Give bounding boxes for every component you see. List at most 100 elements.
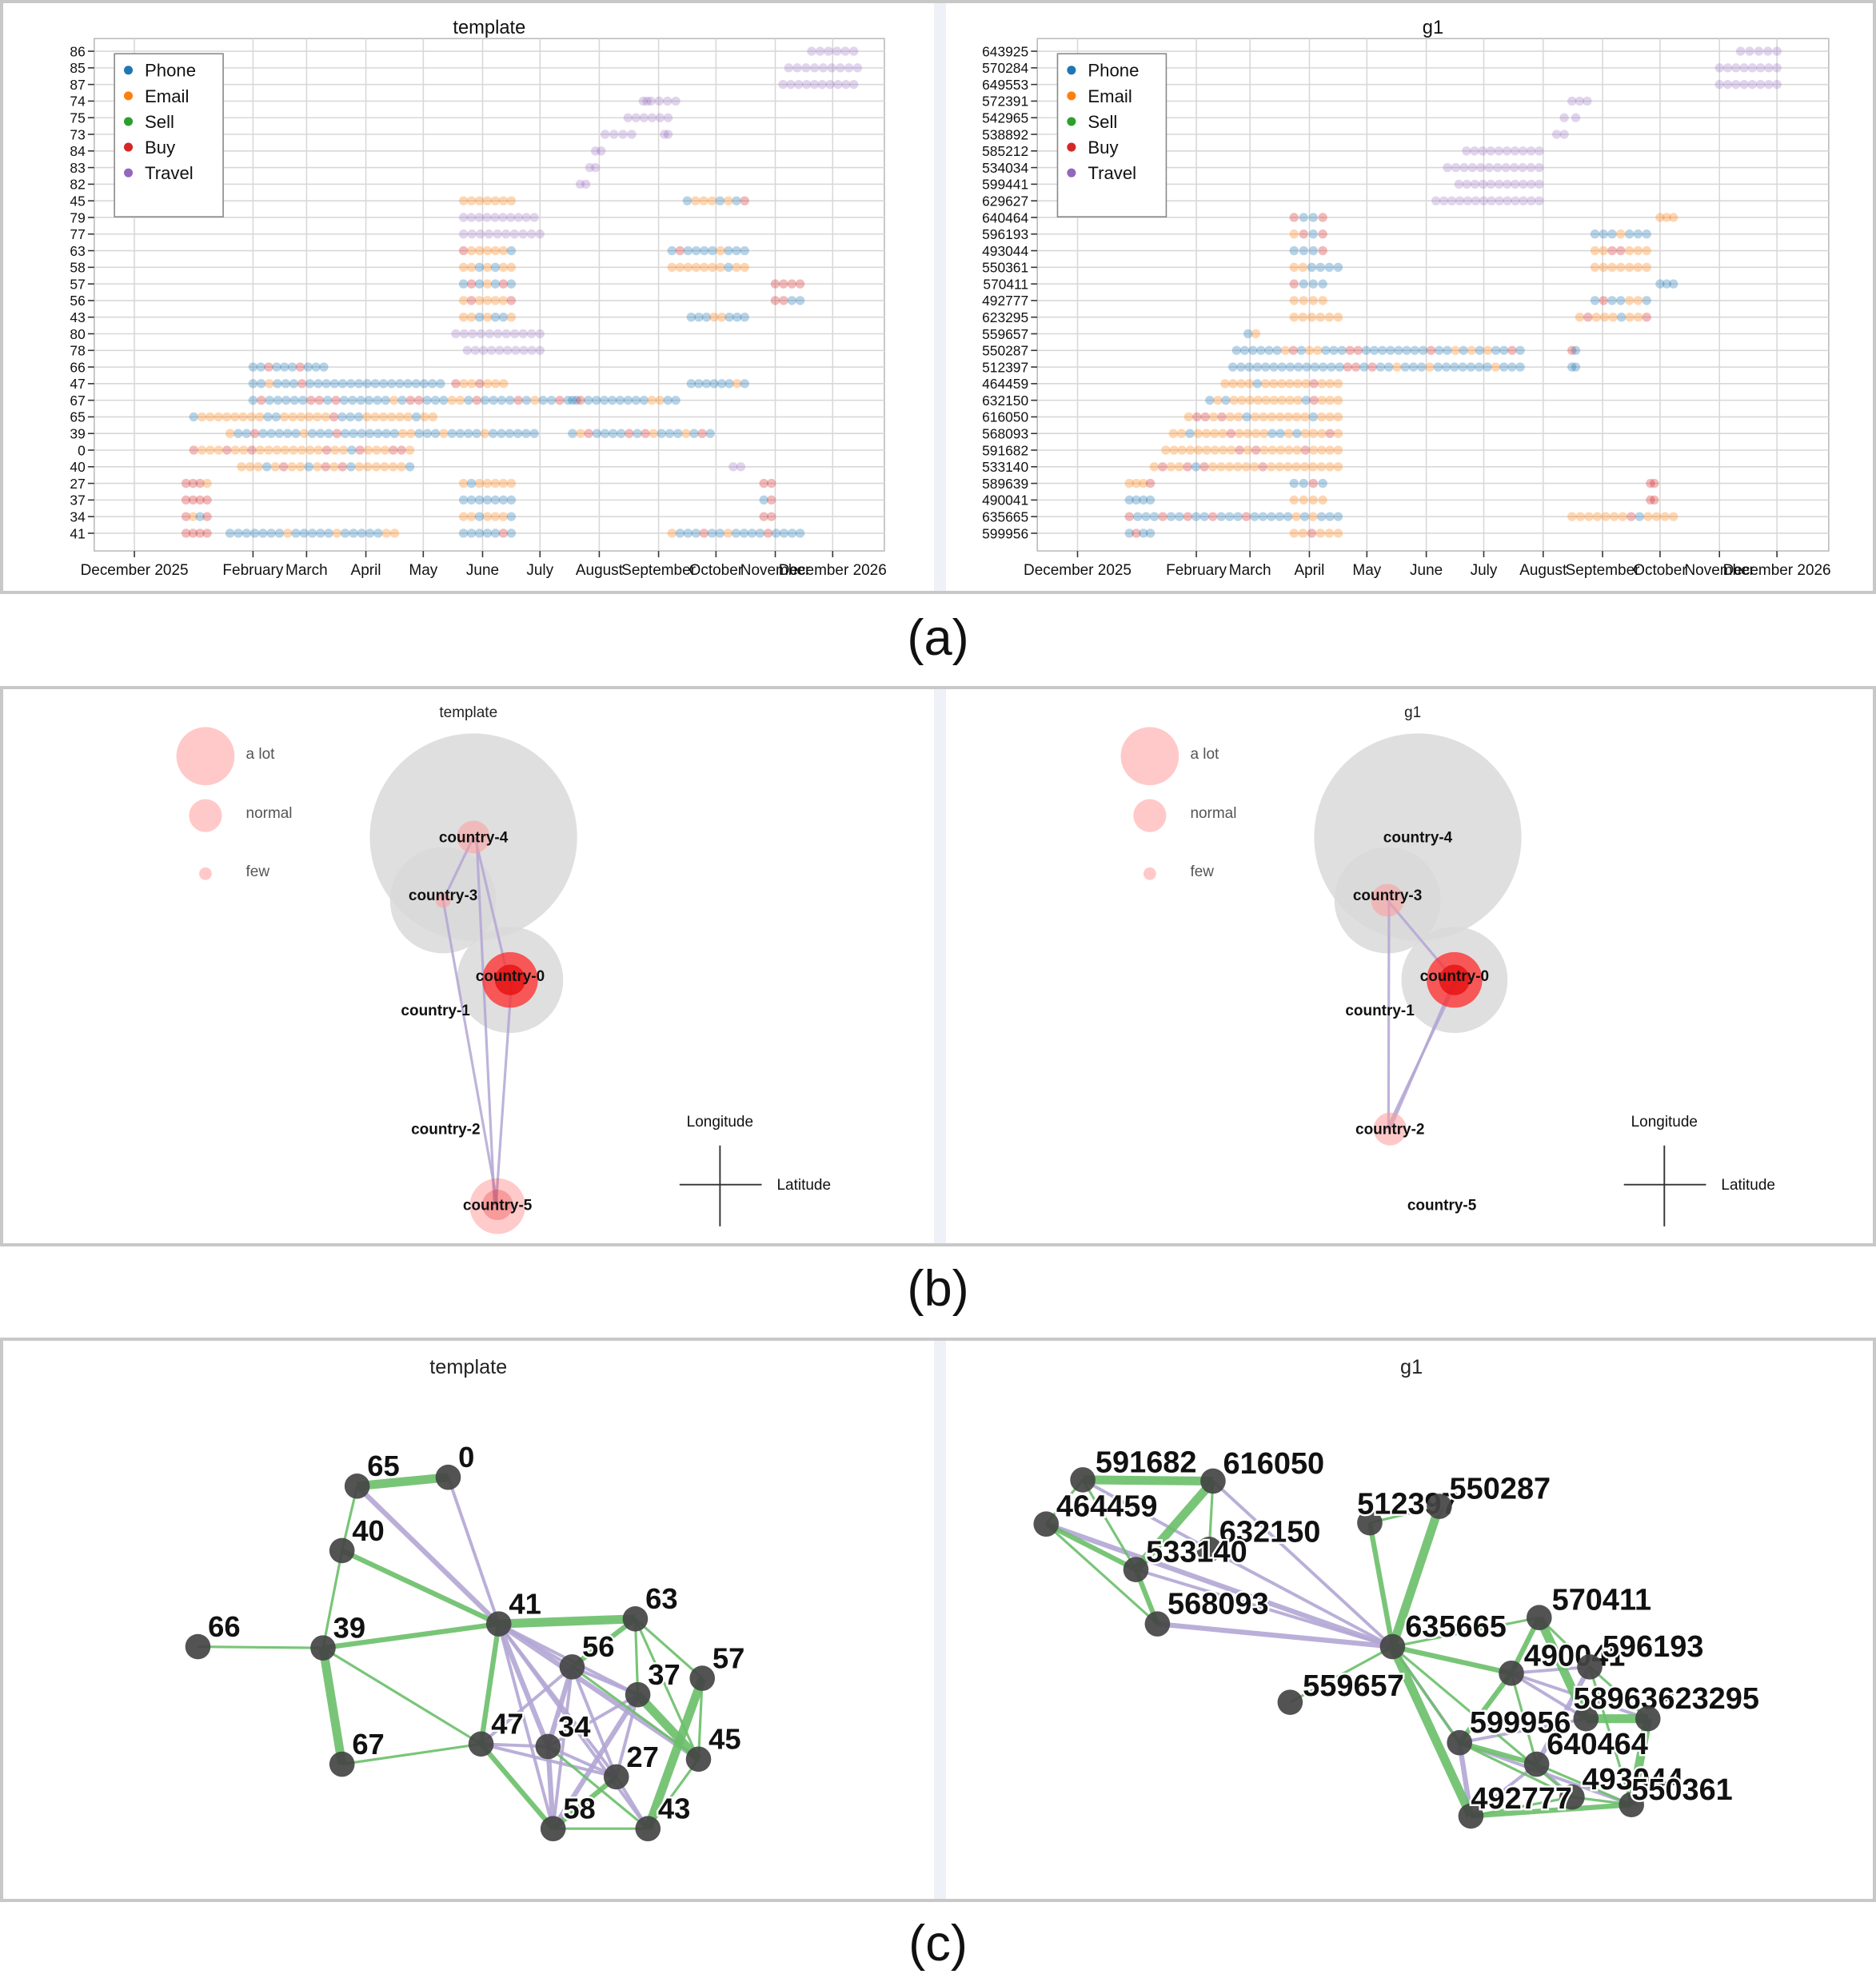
data-point [395,412,405,422]
data-point [307,528,317,538]
data-point [506,279,517,289]
data-point [709,379,719,389]
data-point [1124,512,1134,521]
network-node-label: 40 [352,1513,384,1546]
data-point [1124,478,1134,489]
y-tick-label: 77 [70,226,85,242]
data-point [1225,412,1235,422]
data-point [1285,362,1295,372]
data-point [1325,379,1335,389]
data-point [248,362,258,372]
data-point [1289,313,1299,322]
data-point [202,512,212,521]
network-node [310,1634,336,1661]
data-point [1243,445,1253,455]
y-tick-label: 534034 [982,160,1028,176]
x-tick-label: December 2026 [1723,562,1831,579]
data-point [1455,196,1465,205]
network-node [435,1464,461,1490]
data-point [1210,429,1219,438]
data-point [498,512,509,521]
data-point [474,512,485,521]
data-point [1426,345,1436,355]
network-node-label: 34 [558,1709,591,1742]
size-legend-label: a lot [1190,746,1219,763]
network-node [540,1815,566,1841]
flow-line [475,837,496,1206]
chart-title: template [453,18,525,38]
network-node-label: 589639 [1573,1682,1674,1716]
data-point [697,429,707,438]
data-point [362,379,372,389]
country-activity-country-5 [469,1178,525,1234]
data-point [1191,512,1201,521]
data-point [490,313,501,322]
data-point [478,345,489,355]
network-node-label: 47 [491,1707,523,1740]
data-point [740,313,749,322]
x-tick-label: July [526,562,553,579]
data-point [1483,345,1493,355]
data-point [809,79,820,90]
data-point [430,395,441,405]
network-edge-green [479,1741,556,1830]
data-point [1293,395,1303,405]
data-point [691,528,701,538]
data-point [188,495,198,505]
data-point [249,429,260,438]
data-point [529,429,539,438]
network-edge-green [1471,1801,1632,1819]
network-edge-purple [497,1621,701,1761]
data-point [1233,462,1243,472]
data-point [724,262,733,273]
data-point [767,495,776,505]
data-point [319,362,329,372]
data-point [1454,179,1464,189]
data-point [1224,462,1235,472]
chart-title: g1 [1423,18,1443,38]
data-point [353,412,364,422]
network-node-label: 632150 [1219,1515,1321,1549]
data-point [705,429,715,438]
data-point [1367,362,1377,372]
data-point [1642,245,1651,256]
data-point [1260,379,1271,389]
network-edge-green [634,1617,704,1679]
data-point [683,262,693,273]
data-point [493,229,502,239]
network-node-label: 56 [582,1630,614,1663]
network-node [1458,1803,1484,1828]
data-point [607,395,617,405]
data-point [1526,162,1536,173]
data-point [1327,362,1336,372]
data-point [521,213,531,222]
network-node [329,1751,355,1777]
data-point [511,345,521,355]
data-point [779,528,789,538]
data-point [403,412,413,422]
data-point [266,528,276,538]
data-point [1511,196,1520,205]
data-point [206,412,215,422]
data-point [1333,512,1343,521]
data-point [1607,245,1617,256]
data-point [1607,262,1617,273]
x-tick-label: April [1294,562,1324,579]
network-node-label: 635665 [1405,1610,1507,1644]
data-point [462,345,473,355]
data-point [1315,313,1325,322]
y-tick-label: 599441 [982,177,1028,193]
data-point [266,429,276,438]
data-point [281,379,290,389]
data-point [370,379,380,389]
data-point [480,395,490,405]
data-point [422,429,433,438]
y-tick-label: 58 [70,260,85,276]
data-point [1519,179,1528,189]
data-point [568,395,577,405]
y-tick-label: 0 [78,442,86,458]
network-node [1277,1689,1303,1715]
data-point [472,429,481,438]
data-point [1308,445,1319,455]
network-edge-purple [1470,1762,1538,1817]
